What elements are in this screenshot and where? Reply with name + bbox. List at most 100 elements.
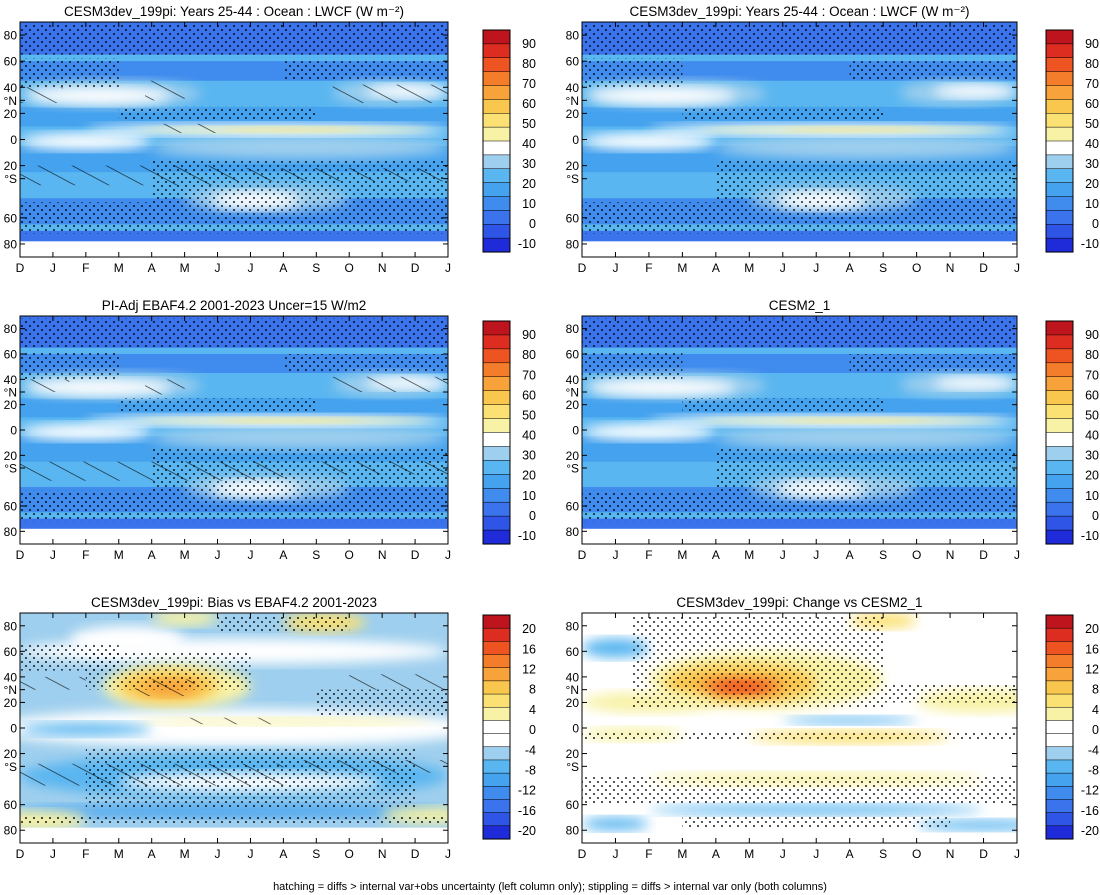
colorbar-swatch (1045, 627, 1074, 642)
lat-tick-label: °S (566, 760, 579, 774)
colorbar-swatch (482, 627, 511, 642)
lat-tick-label: 40 (4, 373, 18, 387)
lat-tick-label: 80 (566, 619, 580, 633)
colorbar-label: 30 (522, 157, 536, 171)
month-label: M (114, 847, 124, 861)
lat-tick-label: 20 (4, 159, 18, 173)
colorbar-label: -10 (518, 529, 536, 543)
month-label: J (50, 261, 56, 275)
lat-tick-label: 60 (4, 55, 18, 69)
stippling (283, 61, 448, 81)
colorbar-swatch (482, 799, 511, 814)
lat-tick-label: 0 (572, 424, 579, 438)
colorbar-swatch (1045, 43, 1074, 59)
month-label: M (744, 261, 754, 275)
lat-tick-label: 40 (4, 81, 18, 95)
month-label: F (645, 847, 652, 861)
lat-tick-label: 20 (566, 696, 580, 710)
colorbar-swatch (482, 126, 511, 142)
stippling (582, 24, 1017, 55)
colorbar-swatch (1045, 196, 1074, 211)
colorbar-label: 0 (1092, 217, 1099, 231)
sh-tropics-light (151, 135, 448, 160)
colorbar-label: 0 (1092, 723, 1099, 737)
equatorial-white (20, 132, 152, 150)
lat-tick-label: °S (566, 172, 579, 186)
colorbar-label: 80 (1085, 57, 1099, 71)
lat-tick-label: 80 (4, 322, 18, 336)
colorbar-swatch (1045, 237, 1074, 253)
itcz-peak (782, 127, 934, 132)
lat-tick-label: 80 (4, 619, 18, 633)
lat-tick-label: °S (566, 462, 579, 476)
month-label: M (180, 261, 190, 275)
month-label: A (846, 847, 854, 861)
colorbar-swatch (1045, 140, 1074, 156)
stippling (715, 159, 1017, 234)
colorbar-label: 20 (522, 177, 536, 191)
stippling (849, 354, 1017, 373)
colorbar-swatch (1045, 57, 1074, 73)
colorbar-swatch (482, 57, 511, 73)
month-label: M (114, 548, 124, 562)
colorbar-swatch (1045, 71, 1074, 87)
month-label: M (677, 847, 687, 861)
month-label: A (712, 548, 720, 562)
colorbar-label: 8 (1092, 683, 1099, 697)
colorbar-label: 8 (529, 683, 536, 697)
lat-tick-label: °N (4, 94, 17, 108)
month-label: D (411, 261, 420, 275)
month-label: N (378, 847, 387, 861)
antarctic-mask (582, 241, 1017, 257)
antarctic-mask (20, 827, 448, 843)
month-label: O (912, 847, 921, 861)
colorbar-label: 60 (1085, 97, 1099, 111)
colorbar-label: 90 (522, 37, 536, 51)
month-label: A (712, 847, 720, 861)
colorbar-swatch (482, 404, 511, 420)
month-label: D (979, 548, 988, 562)
colorbar-swatch (482, 446, 511, 461)
lat-tick-label: 0 (572, 133, 579, 147)
colorbar-swatch (482, 812, 511, 827)
colorbar-label: 40 (522, 429, 536, 443)
colorbar-swatch (1045, 168, 1074, 184)
stippling (582, 490, 716, 522)
colorbar-label: -10 (518, 237, 536, 251)
colorbar-label: 90 (1085, 328, 1099, 342)
month-label: S (312, 261, 320, 275)
lat-tick-label: 80 (4, 29, 18, 43)
month-label: O (912, 548, 921, 562)
colorbar-swatch (482, 825, 511, 840)
month-label: J (612, 847, 618, 861)
colorbar-swatch (482, 488, 511, 503)
lat-tick-label: °S (4, 462, 17, 476)
lat-tick-label: 0 (10, 424, 17, 438)
colorbar-swatch (1045, 706, 1074, 721)
itcz-negative (782, 716, 917, 725)
stippling (582, 58, 683, 88)
colorbar-swatch (1045, 390, 1074, 406)
stippling (20, 202, 152, 234)
colorbar-swatch (1045, 680, 1074, 695)
hatching (20, 676, 86, 690)
colorbar-swatch (482, 29, 511, 45)
month-label: J (215, 548, 221, 562)
stippling (316, 689, 448, 716)
month-label: D (16, 261, 25, 275)
colorbar-label: 60 (1085, 388, 1099, 402)
equatorial-negative (20, 722, 152, 736)
lat-tick-label: 20 (566, 398, 580, 412)
colorbar-swatch (482, 154, 511, 170)
colorbar-label: 16 (522, 642, 536, 656)
month-label: J (50, 847, 56, 861)
itcz-peak (217, 127, 366, 132)
colorbar-swatch (1045, 85, 1074, 100)
colorbar-label: 90 (522, 328, 536, 342)
panel-3: PI-Adj EBAF4.2 2001-2023 Uncer=15 W/m2 80… (4, 298, 537, 562)
sh-negative (648, 804, 984, 815)
colorbar-swatch (482, 529, 511, 545)
month-label: A (148, 548, 156, 562)
sh-tropics-light (715, 135, 1017, 160)
nh-white-region-2 (933, 84, 1017, 98)
